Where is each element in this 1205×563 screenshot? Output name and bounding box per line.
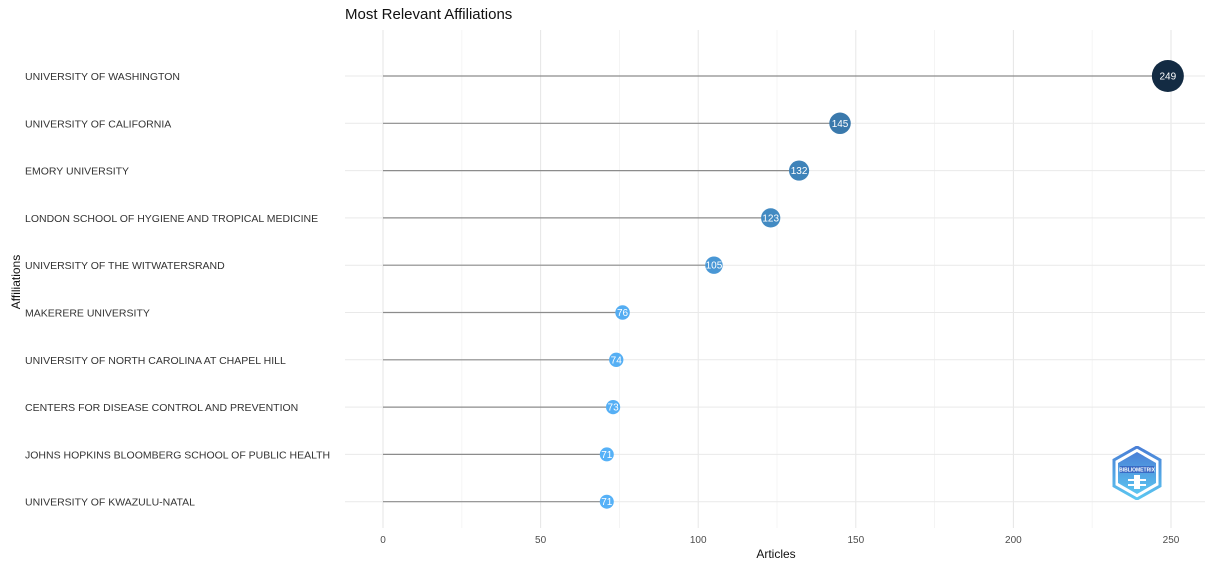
category-label: JOHNS HOPKINS BLOOMBERG SCHOOL OF PUBLIC… (25, 449, 330, 461)
data-label: 249 (1160, 72, 1177, 83)
data-label: 74 (611, 355, 623, 366)
lollipop-point (829, 112, 851, 135)
category-label: UNIVERSITY OF THE WITWATERSRAND (25, 260, 225, 272)
x-tick-label: 0 (380, 535, 386, 546)
data-label: 73 (608, 403, 620, 414)
category-label: UNIVERSITY OF CALIFORNIA (25, 118, 171, 130)
data-label: 105 (706, 261, 723, 272)
data-label: 76 (617, 308, 629, 319)
lollipop-point (615, 305, 630, 320)
stems (383, 75, 1168, 503)
x-axis-label: Articles (756, 547, 796, 561)
x-tick-label: 50 (535, 535, 547, 546)
points: 249 145 132 123 105 76 74 73 71 71 (599, 60, 1184, 509)
lollipop-point (609, 352, 624, 367)
category-labels: UNIVERSITY OF WASHINGTON UNIVERSITY OF CA… (25, 71, 330, 509)
category-label: EMORY UNIVERSITY (25, 166, 129, 178)
lollipop-point (599, 447, 614, 462)
bibliometrix-logo-icon: BIBLIOMETRIX (1112, 446, 1162, 500)
x-tick-label: 250 (1163, 535, 1180, 546)
lollipop-point (1151, 60, 1184, 92)
lollipop-point (705, 256, 723, 274)
category-label: UNIVERSITY OF WASHINGTON (25, 71, 180, 83)
lollipop-point (599, 494, 614, 509)
lollipop-point (788, 160, 810, 181)
category-label: MAKERERE UNIVERSITY (25, 308, 150, 320)
category-label: UNIVERSITY OF NORTH CAROLINA AT CHAPEL H… (25, 355, 286, 367)
grid (345, 30, 1205, 528)
data-label: 145 (832, 119, 849, 130)
lollipop-point (605, 399, 621, 415)
lollipop-point (761, 208, 781, 228)
x-tick-label: 150 (847, 535, 864, 546)
data-label: 132 (791, 166, 808, 177)
x-tick-label: 100 (690, 535, 707, 546)
logo-text: BIBLIOMETRIX (1119, 468, 1155, 474)
data-label: 71 (601, 450, 613, 461)
category-label: LONDON SCHOOL OF HYGIENE AND TROPICAL ME… (25, 213, 318, 225)
data-label: 123 (762, 213, 779, 224)
data-label: 71 (601, 497, 613, 508)
x-tick-label: 200 (1005, 535, 1022, 546)
category-label: CENTERS FOR DISEASE CONTROL AND PREVENTI… (25, 402, 298, 414)
category-label: UNIVERSITY OF KWAZULU-NATAL (25, 497, 195, 509)
chart-title: Most Relevant Affiliations (345, 6, 513, 23)
x-tick-labels: 0 50 100 150 200 250 (380, 535, 1180, 546)
